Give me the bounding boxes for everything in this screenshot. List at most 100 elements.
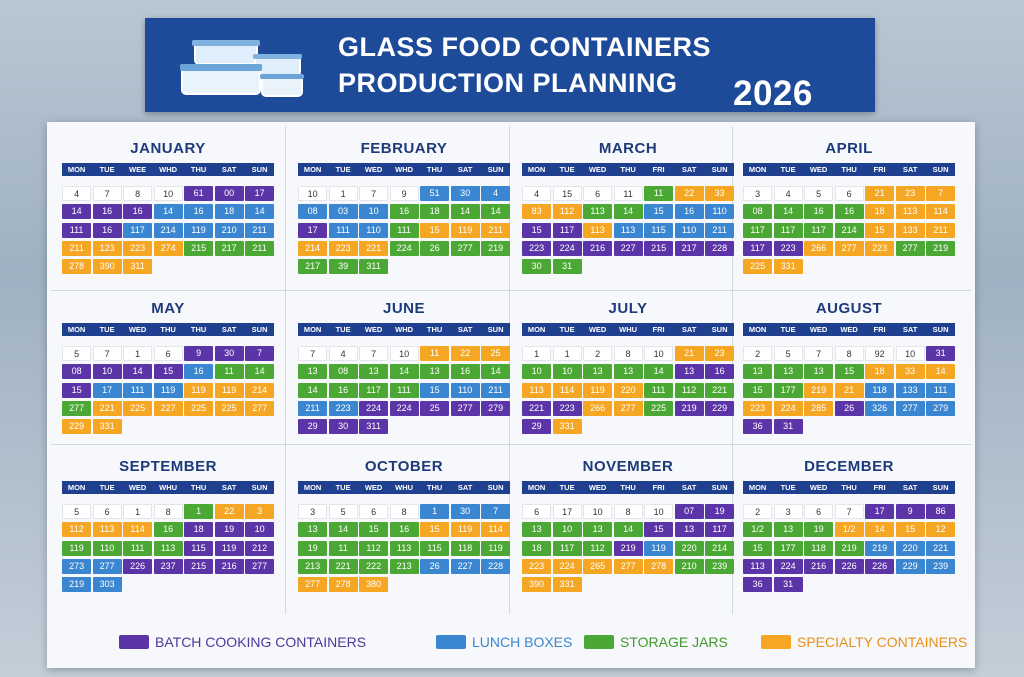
day-cell: 278 — [644, 558, 674, 574]
day-cell: 10 — [522, 364, 552, 380]
day-cell: 8 — [613, 346, 643, 361]
day-cell: 31 — [773, 577, 803, 593]
day-cell: 21 — [674, 346, 704, 361]
day-cell: 14 — [481, 204, 511, 220]
day-cell: 8 — [389, 504, 419, 519]
day-cell: 16 — [804, 204, 834, 220]
day-cell: 16 — [153, 522, 183, 538]
weekday: SUN — [932, 165, 949, 174]
day-cell: 277 — [245, 558, 275, 574]
day-cell: 13 — [674, 364, 704, 380]
day-cell: 219 — [926, 240, 956, 256]
day-cell: 30 — [522, 259, 552, 275]
month: APRIL MON TUE WED THU FRI SAT SUN 3 4 5 6 21 23 7 08 14 1… — [743, 140, 956, 290]
day-cell: 227 — [450, 558, 480, 574]
day-cell: 18 — [522, 540, 552, 556]
day-cell: 13 — [420, 364, 450, 380]
day-cell: 6 — [92, 504, 122, 519]
day-cell: 223 — [522, 240, 552, 256]
weekday: THU — [426, 325, 443, 334]
day-cell: 1 — [123, 504, 153, 519]
day-cell: 15 — [359, 522, 389, 538]
day-cell: 25 — [420, 400, 450, 416]
day-cell: 9 — [895, 504, 925, 519]
day-cell: 220 — [613, 382, 643, 398]
weekday: MON — [748, 325, 767, 334]
day-cell: 22 — [674, 186, 704, 201]
weekday: SUN — [487, 483, 504, 492]
separator — [51, 444, 971, 445]
day-cell: 216 — [214, 558, 244, 574]
weekday: SUN — [711, 325, 728, 334]
weekday: TUE — [780, 325, 796, 334]
weekday: MON — [303, 483, 322, 492]
day-cell: 10 — [552, 364, 582, 380]
day-cell: 110 — [359, 222, 389, 238]
day-cell: 14 — [123, 364, 153, 380]
weekday: MON — [67, 325, 86, 334]
day-cell: 16 — [389, 522, 419, 538]
weekday: MON — [748, 483, 767, 492]
day-cell: 214 — [705, 540, 735, 556]
day-cell: 277 — [613, 400, 643, 416]
weekday: THU — [841, 483, 857, 492]
day-cell: 17 — [298, 222, 328, 238]
day-cell: 114 — [481, 522, 511, 538]
day-cell: 16 — [705, 364, 735, 380]
day-cell: 17 — [92, 382, 122, 398]
weekday: WED — [364, 483, 383, 492]
day-cell: 216 — [804, 558, 834, 574]
day-cell: 311 — [359, 419, 389, 435]
day-cell: 119 — [184, 382, 214, 398]
day-cell: 113 — [153, 540, 183, 556]
day-cell: 211 — [705, 222, 735, 238]
container-icon — [180, 40, 304, 97]
day-cell: 7 — [926, 186, 956, 201]
weekday: WHU — [159, 483, 178, 492]
weekday: FRI — [652, 325, 665, 334]
month: AUGUST MON TUE WED WED FRI SAT SUN 2 5 7 8 92 10 31 13 1… — [743, 300, 956, 450]
weekday: THU — [426, 165, 443, 174]
weekday: WHU — [619, 325, 638, 334]
weekday: WED — [809, 325, 828, 334]
day-cell: 15 — [743, 540, 773, 556]
legend-swatch — [436, 635, 466, 649]
day-cell: 326 — [865, 400, 895, 416]
day-cell: 3 — [298, 504, 328, 519]
day-cell: 113 — [613, 222, 643, 238]
day-cell: 16 — [92, 222, 122, 238]
day-cell: 113 — [583, 222, 613, 238]
day-cell: 119 — [184, 222, 214, 238]
day-cell: 114 — [123, 522, 153, 538]
day-cell: 7 — [92, 346, 122, 361]
day-cell: 15 — [420, 382, 450, 398]
day-cell: 03 — [328, 204, 358, 220]
day-cell: 117 — [552, 540, 582, 556]
day-cell: 112 — [583, 540, 613, 556]
day-cell: 123 — [92, 240, 122, 256]
day-cell: 119 — [481, 540, 511, 556]
day-cell: 211 — [481, 222, 511, 238]
day-cell: 119 — [583, 382, 613, 398]
day-cell: 380 — [359, 577, 389, 593]
day-cell: 226 — [865, 558, 895, 574]
day-cell: 277 — [298, 577, 328, 593]
weekday-bar — [522, 481, 734, 494]
day-cell: 1 — [420, 504, 450, 519]
day-cell: 36 — [743, 577, 773, 593]
day-cell: 285 — [804, 400, 834, 416]
month: DECEMBER MON TUE WED THU FRI SAT SUN 2 3 6 7 17 9 86 1/… — [743, 458, 956, 608]
day-cell: 17 — [245, 186, 275, 201]
day-cell: 08 — [328, 364, 358, 380]
weekday: FRI — [652, 483, 665, 492]
day-cell: 4 — [522, 186, 552, 201]
day-cell: 279 — [481, 400, 511, 416]
day-cell: 118 — [804, 540, 834, 556]
day-cell: 277 — [62, 400, 92, 416]
legend-swatch — [584, 635, 614, 649]
day-cell: 222 — [359, 558, 389, 574]
legend-label: STORAGE JARS — [620, 634, 728, 650]
day-cell: 225 — [644, 400, 674, 416]
day-cell: 228 — [705, 240, 735, 256]
day-cell: 8 — [153, 504, 183, 519]
